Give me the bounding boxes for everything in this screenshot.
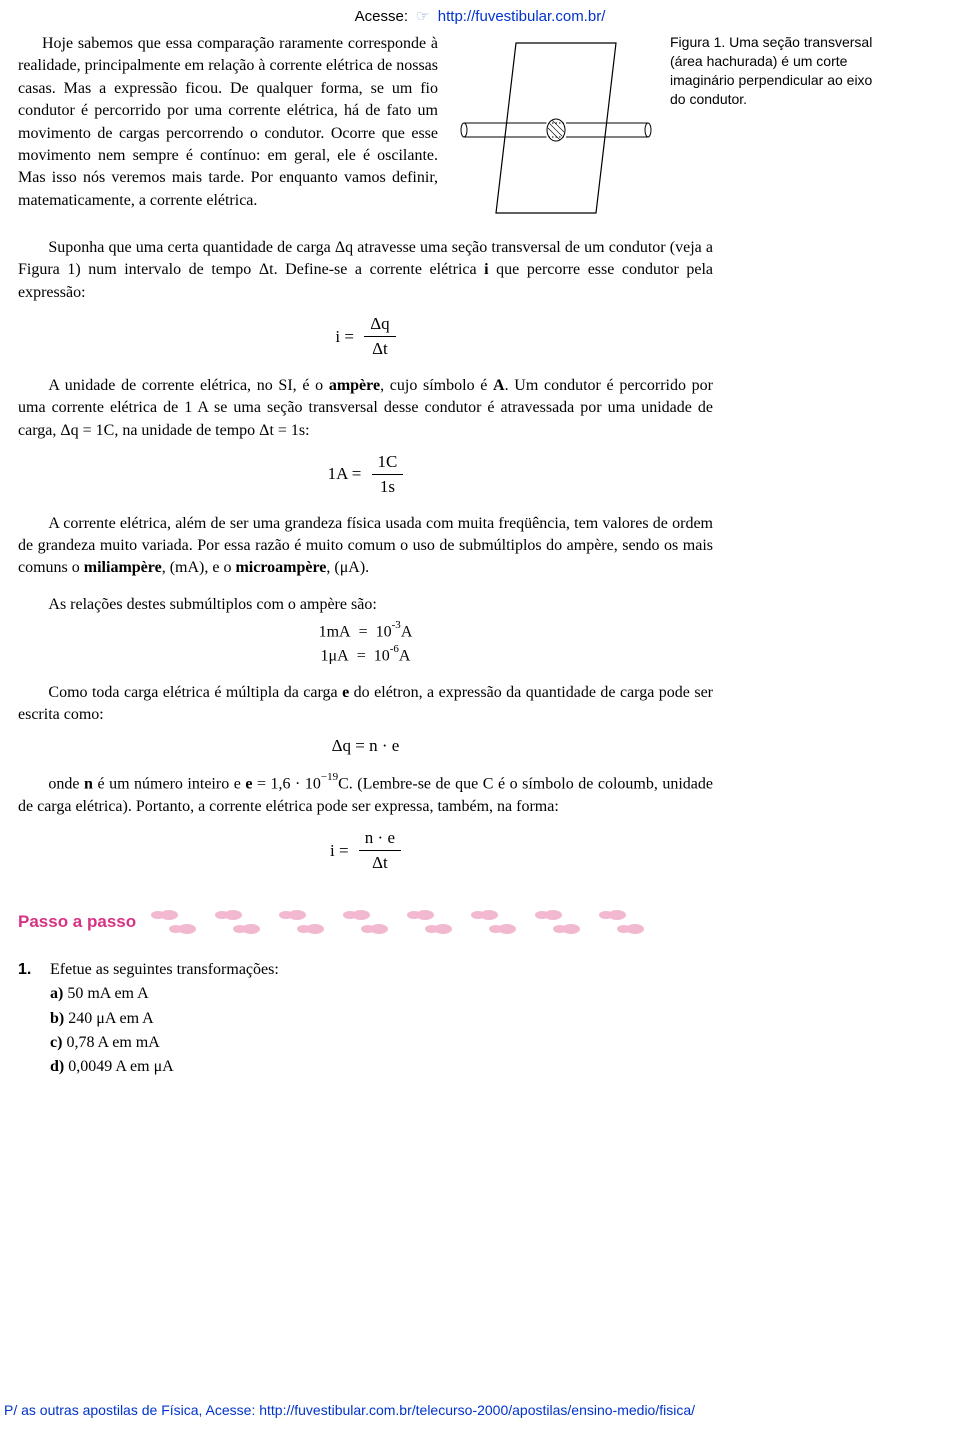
equation-i: i = ΔqΔt bbox=[18, 312, 713, 361]
header-link: Acesse: ☞ http://fuvestibular.com.br/ bbox=[18, 6, 942, 27]
para-3: A unidade de corrente elétrica, no SI, é… bbox=[18, 375, 713, 442]
para-2: Suponha que uma certa quantidade de carg… bbox=[18, 237, 713, 304]
footer-link: P/ as outras apostilas de Física, Acesse… bbox=[0, 1401, 960, 1421]
equation-i2: i = n · eΔt bbox=[18, 826, 713, 875]
header-label: Acesse: bbox=[355, 8, 408, 25]
exercise-prompt: Efetue as seguintes transformações: bbox=[50, 959, 279, 981]
equation-dq: Δq = n · e bbox=[18, 734, 713, 758]
exercise-number: 1. bbox=[18, 959, 40, 1079]
footprint-decoration bbox=[148, 905, 668, 939]
equation-submultiples: 1mA = 10-3A 1μA = 10-6A bbox=[18, 620, 713, 667]
exercise-1: 1. Efetue as seguintes transformações: a… bbox=[18, 959, 713, 1079]
para-6: Como toda carga elétrica é múltipla da c… bbox=[18, 682, 713, 727]
para-7: onde n é um número inteiro e e = 1,6 · 1… bbox=[18, 772, 713, 818]
para-4: A corrente elétrica, além de ser uma gra… bbox=[18, 513, 713, 580]
exercise-item: d) 0,0049 A em μA bbox=[50, 1056, 279, 1078]
para-5: As relações destes submúltiplos com o am… bbox=[18, 594, 713, 616]
section-title: Passo a passo bbox=[18, 910, 136, 934]
figure-1-diagram bbox=[456, 33, 656, 223]
exercise-item: b) 240 μA em A bbox=[50, 1008, 279, 1030]
equation-1a: 1A = 1C1s bbox=[18, 450, 713, 499]
intro-paragraph: Hoje sabemos que essa comparação raramen… bbox=[18, 33, 438, 212]
header-url[interactable]: http://fuvestibular.com.br/ bbox=[438, 8, 606, 25]
footer-url[interactable]: http://fuvestibular.com.br/telecurso-200… bbox=[259, 1402, 695, 1418]
exercise-item: c) 0,78 A em mA bbox=[50, 1032, 279, 1054]
footer-prefix: P/ as outras apostilas de Física, Acesse… bbox=[4, 1402, 259, 1418]
hand-icon: ☞ bbox=[416, 8, 429, 25]
exercise-item: a) 50 mA em A bbox=[50, 983, 279, 1005]
figure-1-caption: Figura 1. Uma seção transversal (área ha… bbox=[670, 33, 880, 109]
